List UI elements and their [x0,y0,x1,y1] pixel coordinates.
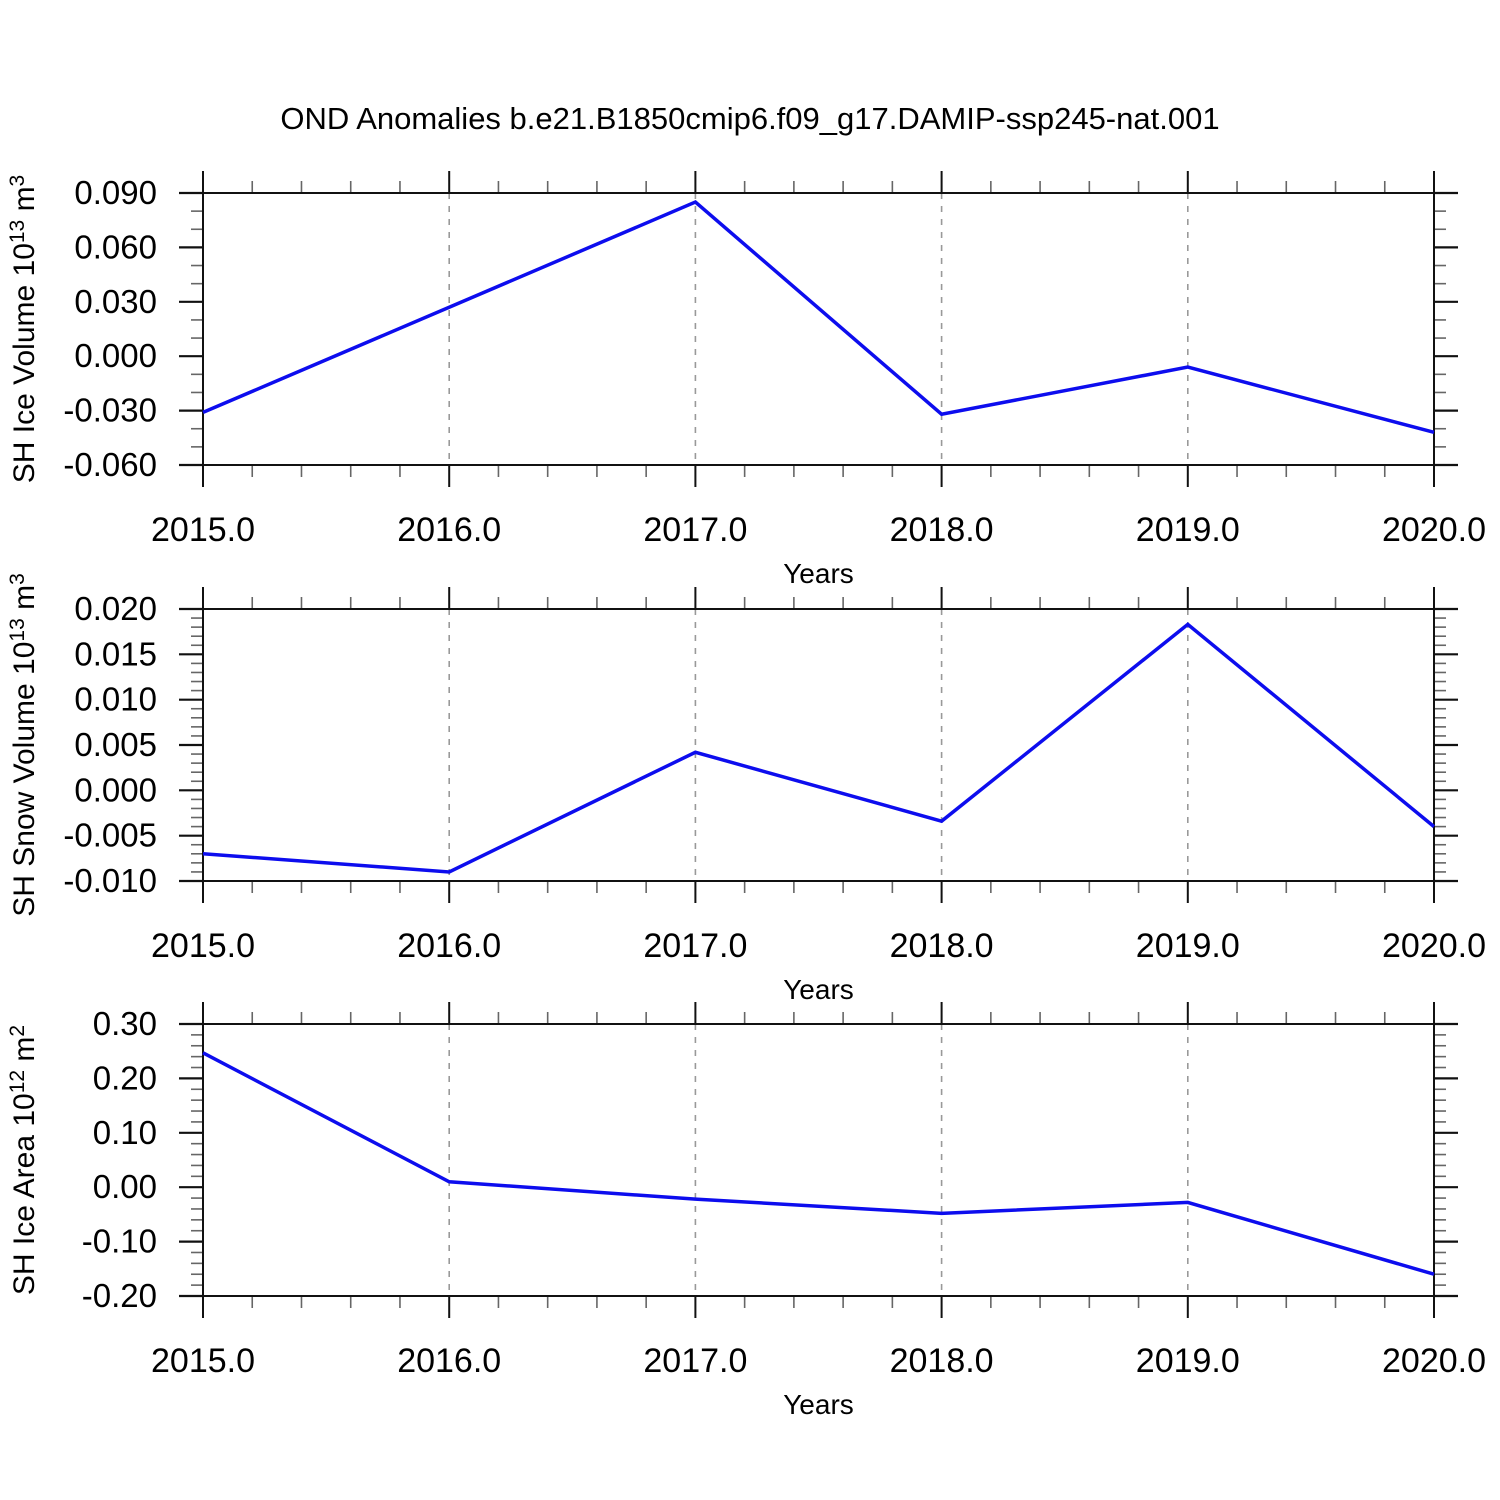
data-line-sh-ice-area [202,1051,1435,1276]
x-tick-label: 2015.0 [151,1342,255,1380]
y-tick-label: -0.005 [63,817,157,854]
y-tick-label: 0.005 [74,726,157,763]
y-tick-label: -0.20 [82,1277,157,1314]
x-axis-title: Years [783,558,854,589]
x-tick-label: 2015.0 [151,927,255,965]
y-tick-label: 0.090 [74,174,157,211]
y-tick-label: -0.010 [63,862,157,899]
panel-sh-snow-volume: 0.020 0.015 0.010 0.005 0.000 -0.005 -0.010 201… [6,573,1486,1005]
x-tick-label: 2020.0 [1382,511,1486,549]
x-tick-label: 2017.0 [643,511,747,549]
panel-frame [202,608,1435,882]
y-tick-label: 0.30 [93,1005,157,1042]
x-tick-label: 2020.0 [1382,1342,1486,1380]
y-axis-title: SH Ice Area 1012 m2 [6,1025,41,1295]
x-tick-label: 2016.0 [397,927,501,965]
x-axis-title: Years [783,974,854,1005]
y-tick-label: 0.015 [74,635,157,672]
data-line-sh-ice-volume [202,200,1435,435]
x-tick-label: 2017.0 [643,1342,747,1380]
x-tick-label: 2019.0 [1136,511,1240,549]
x-tick-label: 2019.0 [1136,1342,1240,1380]
panel-sh-ice-area: 0.30 0.20 0.10 0.00 -0.10 -0.20 2015.0 2016.0 20… [6,1002,1486,1420]
y-tick-label: -0.060 [63,446,157,483]
y-tick-label: 0.020 [74,590,157,627]
y-tick-label: 0.20 [93,1059,157,1096]
x-axis-title: Years [783,1389,854,1420]
x-tick-label: 2017.0 [643,927,747,965]
x-tick-label: 2015.0 [151,511,255,549]
y-tick-label: 0.010 [74,681,157,718]
y-axis-title: SH Ice Volume 1013 m3 [6,175,41,484]
x-tick-label: 2018.0 [890,1342,994,1380]
x-tick-label: 2018.0 [890,511,994,549]
chart-title: OND Anomalies b.e21.B1850cmip6.f09_g17.D… [280,101,1220,136]
y-axis-title: SH Snow Volume 1013 m3 [6,573,41,917]
y-tick-label: 0.00 [93,1168,157,1205]
y-tick-label: -0.030 [63,392,157,429]
y-tick-label: 0.000 [74,337,157,374]
x-tick-label: 2020.0 [1382,927,1486,965]
panel-frame [202,1023,1435,1297]
y-tick-label: 0.10 [93,1114,157,1151]
y-tick-label: 0.030 [74,283,157,320]
y-tick-label: 0.000 [74,771,157,808]
data-line-sh-snow-volume [202,622,1436,874]
x-tick-label: 2019.0 [1136,927,1240,965]
x-tick-label: 2016.0 [397,511,501,549]
y-tick-label: -0.10 [82,1223,157,1260]
x-tick-label: 2016.0 [397,1342,501,1380]
panel-sh-ice-volume: 0.090 0.060 0.030 0.000 -0.030 -0.060 2015.0 20… [6,171,1486,589]
y-tick-label: 0.060 [74,228,157,265]
x-tick-label: 2018.0 [890,927,994,965]
panel-frame [202,192,1435,466]
